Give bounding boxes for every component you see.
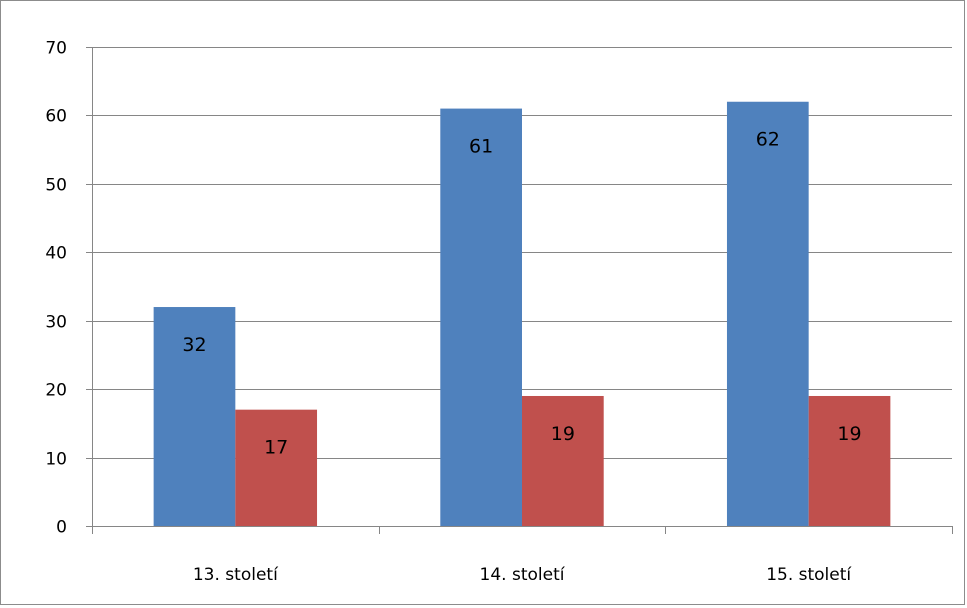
y-tick-label-60: 60	[45, 107, 67, 127]
bar-s1-3	[726, 101, 809, 526]
axes	[86, 47, 953, 534]
x-category-label-1: 13. století	[193, 565, 279, 585]
data-label-s1-3: 62	[756, 129, 780, 151]
y-tick-label-20: 20	[45, 381, 67, 401]
x-category-label-2: 14. století	[480, 565, 566, 585]
x-category-label-3: 15. století	[766, 565, 852, 585]
y-tick-label-10: 10	[45, 450, 67, 470]
data-label-s1-1: 32	[182, 334, 206, 356]
y-tick-label-50: 50	[45, 176, 67, 196]
labels: 0 10 20 30 40 50 60 70 32 17 13. století 61 19 14. st…	[45, 39, 861, 586]
bar-s2-3	[808, 395, 891, 526]
y-tick-label-30: 30	[45, 313, 67, 333]
bar-s2-2	[522, 395, 604, 526]
data-label-s1-2: 61	[469, 136, 493, 158]
bar-s2-1	[235, 409, 318, 526]
bars	[153, 101, 891, 526]
data-label-s2-3: 19	[837, 423, 861, 445]
bar-s1-1	[153, 307, 236, 526]
y-tick-label-40: 40	[45, 244, 67, 264]
y-tick-label-70: 70	[45, 39, 67, 59]
bar-s1-2	[440, 108, 522, 526]
y-tick-label-0: 0	[56, 518, 67, 538]
data-label-s2-1: 17	[264, 437, 288, 459]
data-label-s2-2: 19	[551, 423, 575, 445]
